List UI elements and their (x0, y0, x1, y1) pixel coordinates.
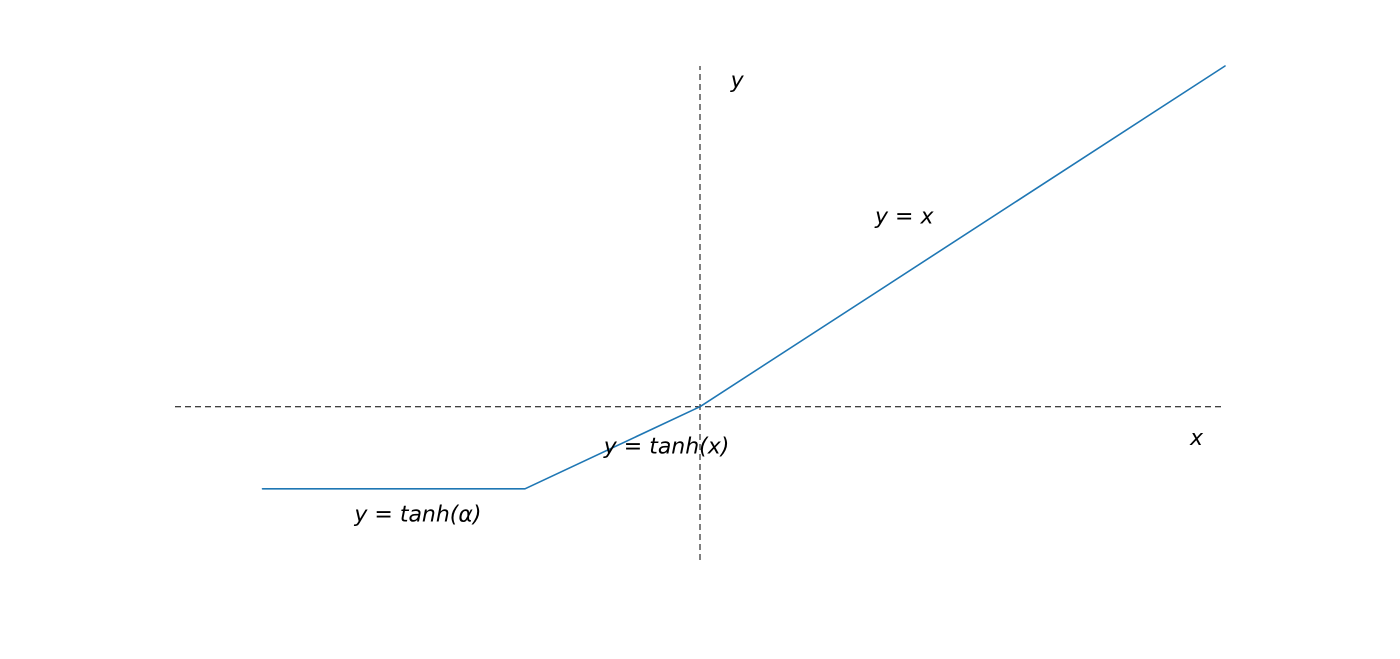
y-axis-label: y (730, 68, 745, 93)
x-axis-label: x (1189, 426, 1204, 451)
label-y-equals-x: y = x (874, 205, 934, 230)
label-y-equals-tanh-x: y = tanh(x) (603, 435, 730, 460)
label-y-equals-tanh-alpha: y = tanh(α) (353, 503, 481, 528)
chart-svg: x y y = x y = tanh(x) y = tanh(α) (0, 0, 1400, 659)
chart-container: x y y = x y = tanh(x) y = tanh(α) (0, 0, 1400, 659)
